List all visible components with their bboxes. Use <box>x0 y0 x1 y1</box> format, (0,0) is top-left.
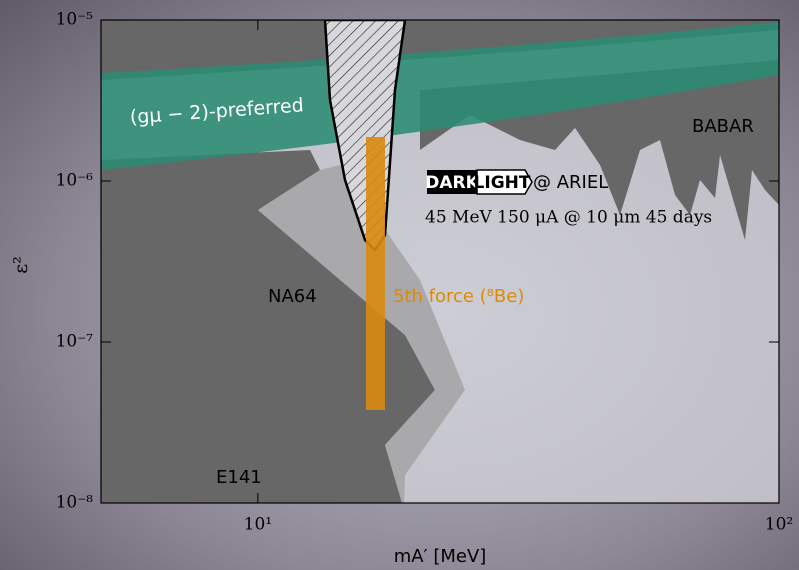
na64-label: NA64 <box>268 286 317 307</box>
fifth-force-label: 5th force (⁸Be) <box>393 286 524 307</box>
y-tick-label: 10⁻⁶ <box>56 171 94 191</box>
y-tick-label: 10⁻⁸ <box>56 493 94 513</box>
x-tick-label: 10² <box>765 515 793 535</box>
chart: (gμ − 2)-preferred BABAR DARK LIGHT @ AR… <box>0 0 799 570</box>
y-axis-label: ε² <box>10 256 32 273</box>
y-tick-label: 10⁻⁵ <box>56 10 94 30</box>
ariel-label: @ ARIEL <box>533 172 608 193</box>
logo-dark: DARK <box>425 173 479 193</box>
page: (gμ − 2)-preferred BABAR DARK LIGHT @ AR… <box>0 0 799 570</box>
x-axis-label: mA′ [MeV] <box>394 546 487 567</box>
babar-label: BABAR <box>692 116 754 137</box>
params-label: 45 MeV 150 μA @ 10 μm 45 days <box>425 208 712 228</box>
logo-light: LIGHT <box>474 173 531 193</box>
x-tick-label: 10¹ <box>244 515 272 535</box>
fifth-force-band <box>366 137 385 410</box>
y-tick-label: 10⁻⁷ <box>56 332 94 352</box>
e141-label: E141 <box>216 467 262 488</box>
